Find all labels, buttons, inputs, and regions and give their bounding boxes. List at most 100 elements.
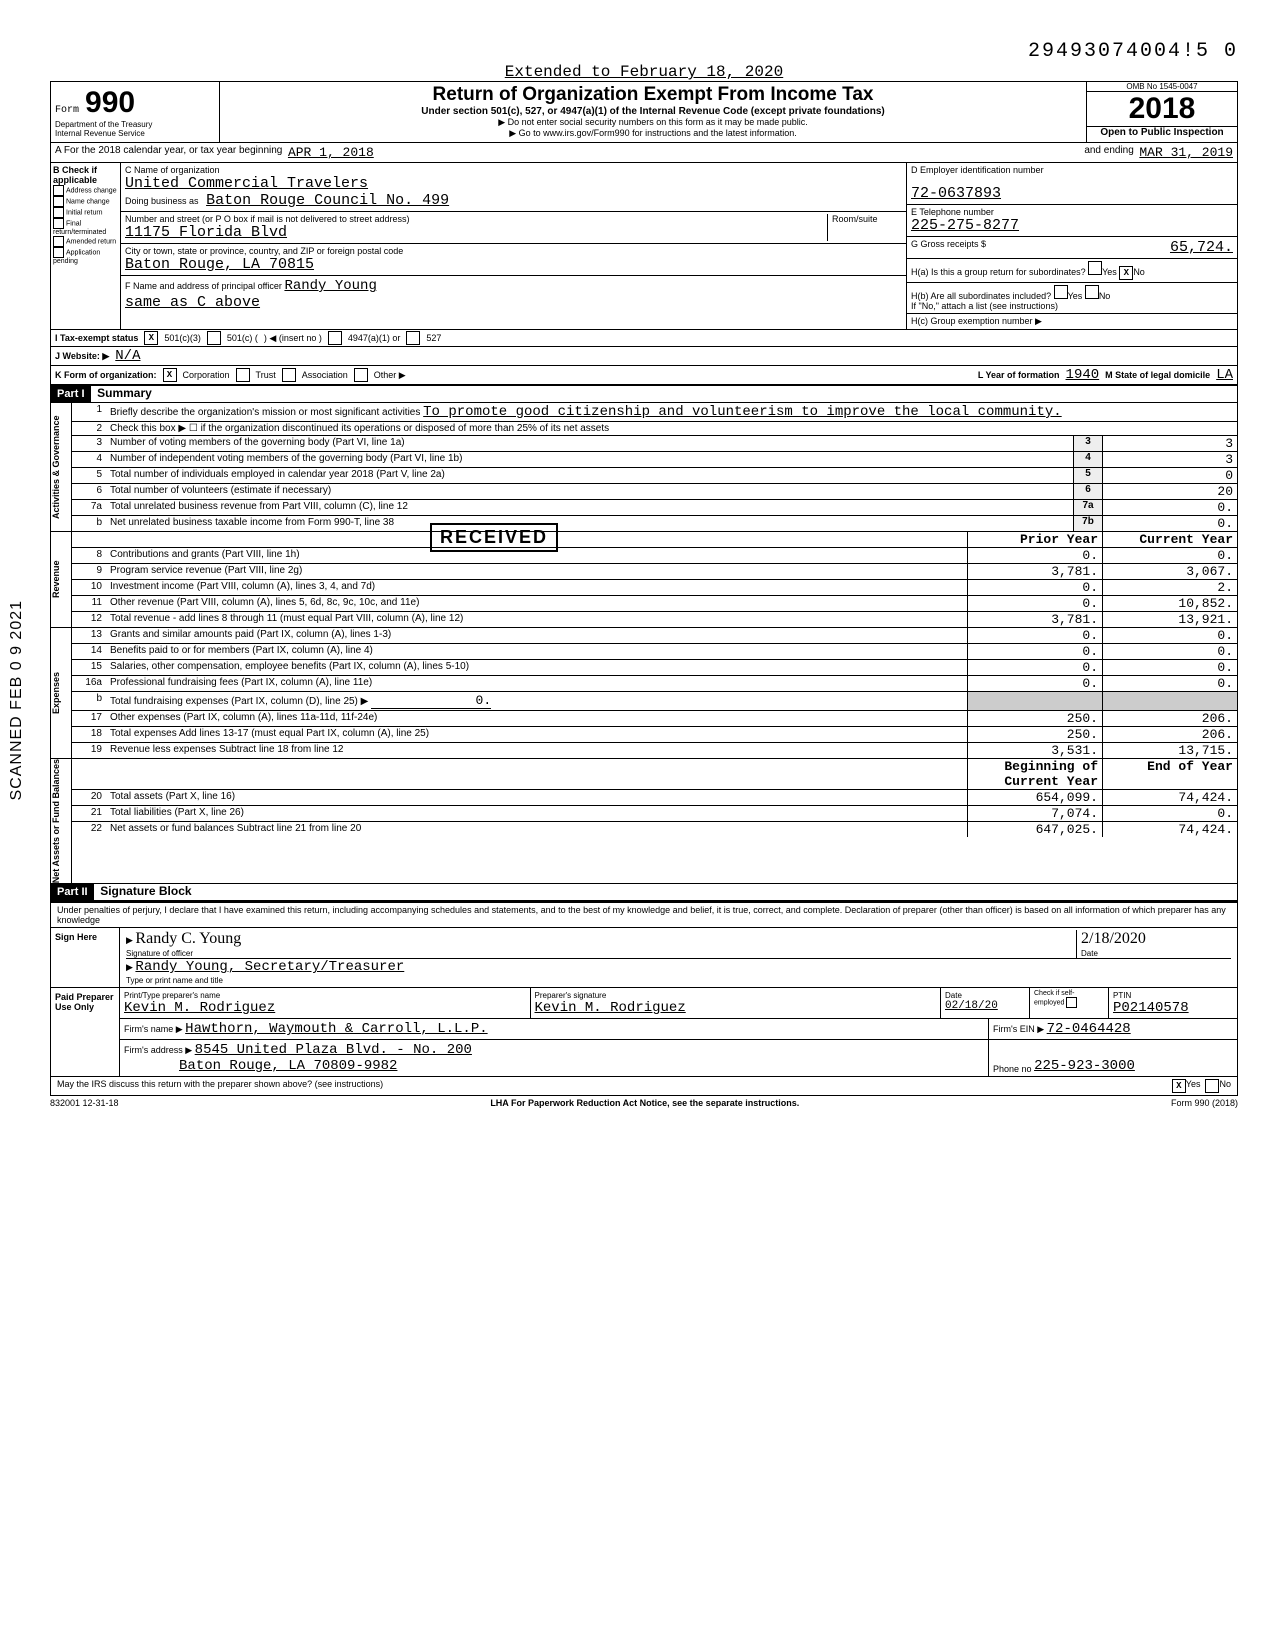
line16b-value: 0. (371, 693, 491, 709)
chk-501c3[interactable]: X (144, 331, 158, 345)
line7b-label: Net unrelated business taxable income fr… (106, 516, 1073, 531)
firm-phone-label: Phone no (993, 1064, 1032, 1074)
and-ending: and ending (1084, 145, 1134, 160)
eoy-header: End of Year (1102, 759, 1237, 789)
part1-header: Part I (51, 386, 91, 402)
chk-other[interactable] (354, 368, 368, 382)
line5-value: 0 (1102, 468, 1237, 483)
scanned-stamp: SCANNED FEB 0 9 2021 (8, 600, 26, 801)
line17-label: Other expenses (Part IX, column (A), lin… (106, 711, 967, 726)
hb-yes-checkbox[interactable] (1054, 285, 1068, 299)
chk-address-change[interactable]: Address change (53, 185, 118, 196)
room-label: Room/suite (832, 214, 878, 224)
line11-cy: 10,852. (1102, 596, 1237, 611)
side-expenses: Expenses (51, 628, 72, 758)
form-title: Return of Organization Exempt From Incom… (226, 84, 1080, 106)
firm-address-2: Baton Rouge, LA 70809-9982 (179, 1058, 397, 1074)
line3-label: Number of voting members of the governin… (106, 436, 1073, 451)
preparer-signature: Kevin M. Rodriguez (535, 1000, 686, 1016)
line9-cy: 3,067. (1102, 564, 1237, 579)
part2-title: Signature Block (100, 884, 191, 898)
line8-py: 0. (967, 548, 1102, 563)
line18-py: 250. (967, 727, 1102, 742)
line11-py: 0. (967, 596, 1102, 611)
current-year-header: Current Year (1102, 532, 1237, 547)
org-name: United Commercial Travelers (125, 175, 368, 192)
chk-application-pending[interactable]: Application pending (53, 247, 118, 265)
line16a-cy: 0. (1102, 676, 1237, 691)
line12-cy: 13,921. (1102, 612, 1237, 627)
chk-discuss-yes[interactable]: X (1172, 1079, 1186, 1093)
mission-text: To promote good citizenship and voluntee… (423, 404, 1062, 420)
city-state-zip: Baton Rouge, LA 70815 (125, 256, 314, 273)
line22-py: 647,025. (967, 822, 1102, 837)
m-label: M State of legal domicile (1105, 370, 1210, 380)
d-label: D Employer identification number (911, 165, 1044, 175)
tax-year: 2018 (1087, 92, 1237, 126)
line9-label: Program service revenue (Part VIII, line… (106, 564, 967, 579)
line-a-label: A For the 2018 calendar year, or tax yea… (55, 145, 282, 160)
chk-name-change[interactable]: Name change (53, 196, 118, 207)
line12-label: Total revenue - add lines 8 through 11 (… (106, 612, 967, 627)
prep-sig-label: Preparer's signature (535, 991, 607, 1000)
line22-label: Net assets or fund balances Subtract lin… (106, 822, 967, 837)
hc-label: H(c) Group exemption number ▶ (911, 316, 1042, 326)
dept-irs: Internal Revenue Service (55, 129, 215, 138)
line12-py: 3,781. (967, 612, 1102, 627)
ein: 72-0637893 (911, 185, 1001, 202)
line14-cy: 0. (1102, 644, 1237, 659)
ha-no-checkbox[interactable]: X (1119, 266, 1133, 280)
form-label: Form (55, 105, 79, 116)
chk-discuss-no[interactable] (1205, 1079, 1219, 1093)
sig-date-label: Date (1081, 949, 1098, 958)
ssn-warning: ▶ Do not enter social security numbers o… (226, 117, 1080, 128)
ha-label: H(a) Is this a group return for subordin… (911, 267, 1086, 277)
i-label: I Tax-exempt status (55, 333, 138, 343)
f-label: F Name and address of principal officer (125, 281, 282, 291)
line16a-py: 0. (967, 676, 1102, 691)
firm-addr-label: Firm's address ▶ (124, 1045, 192, 1055)
officer-signature: Randy C. Young (135, 930, 241, 947)
chk-final-return[interactable]: Final return/terminated (53, 218, 118, 236)
line20-py: 654,099. (967, 790, 1102, 805)
state-domicile: LA (1216, 367, 1233, 383)
chk-self-employed[interactable] (1066, 997, 1077, 1008)
chk-amended-return[interactable]: Amended return (53, 236, 118, 247)
gross-receipts: 65,724. (1170, 239, 1233, 256)
line16a-label: Professional fundraising fees (Part IX, … (106, 676, 967, 691)
chk-initial-return[interactable]: Initial return (53, 207, 118, 218)
boy-header: Beginning of Current Year (967, 759, 1102, 789)
chk-association[interactable] (282, 368, 296, 382)
side-activities-governance: Activities & Governance (51, 403, 72, 531)
line2-label: Check this box ▶ ☐ if the organization d… (106, 422, 1237, 435)
dba-label: Doing business as (125, 196, 199, 206)
g-label: G Gross receipts $ (911, 239, 986, 256)
hb-note: If "No," attach a list (see instructions… (911, 301, 1058, 311)
form-number: 990 (85, 86, 135, 119)
chk-trust[interactable] (236, 368, 250, 382)
line16b-label: Total fundraising expenses (Part IX, col… (110, 696, 368, 707)
firm-address-1: 8545 United Plaza Blvd. - No. 200 (195, 1042, 472, 1058)
line17-py: 250. (967, 711, 1102, 726)
side-net-assets: Net Assets or Fund Balances (51, 759, 72, 883)
paid-preparer-label: Paid Preparer Use Only (51, 988, 120, 1076)
line13-py: 0. (967, 628, 1102, 643)
chk-corporation[interactable]: X (163, 368, 177, 382)
officer-name: Randy Young (284, 278, 376, 294)
open-inspection: Open to Public Inspection (1087, 126, 1237, 138)
line6-value: 20 (1102, 484, 1237, 499)
chk-501c[interactable] (207, 331, 221, 345)
line7a-label: Total unrelated business revenue from Pa… (106, 500, 1073, 515)
hb-no-checkbox[interactable] (1085, 285, 1099, 299)
line15-py: 0. (967, 660, 1102, 675)
l-label: L Year of formation (978, 370, 1060, 380)
discuss-label: May the IRS discuss this return with the… (57, 1079, 383, 1093)
prep-name-label: Print/Type preparer's name (124, 991, 220, 1000)
line10-py: 0. (967, 580, 1102, 595)
line19-label: Revenue less expenses Subtract line 18 f… (106, 743, 967, 758)
ha-yes-checkbox[interactable] (1088, 261, 1102, 275)
line3-value: 3 (1102, 436, 1237, 451)
line4-label: Number of independent voting members of … (106, 452, 1073, 467)
chk-4947[interactable] (328, 331, 342, 345)
chk-527[interactable] (406, 331, 420, 345)
